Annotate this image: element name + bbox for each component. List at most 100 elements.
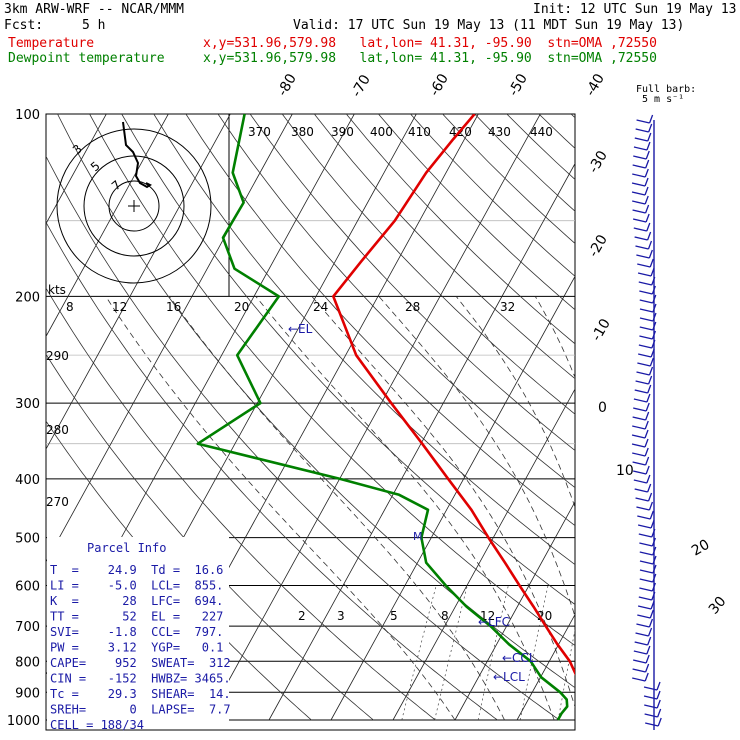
wind-barb: [639, 569, 654, 574]
isotherm-label: -70: [349, 72, 374, 100]
wind-barb: [633, 146, 648, 151]
wind-barb: [631, 434, 646, 439]
wind-barb: [643, 695, 658, 700]
wind-barb: [637, 605, 652, 610]
isotherm-line: [579, 114, 740, 720]
isentrope-label: 430: [488, 125, 511, 139]
wind-barb: [644, 704, 658, 709]
wind-barb: [637, 272, 652, 277]
wind-marker-label: M: [413, 530, 423, 543]
wind-barb: [637, 515, 651, 520]
isentrope-label: 440: [530, 125, 553, 139]
wind-barb: [639, 317, 654, 322]
parcel-annotations: ←EL ←LFC ←CCL ←LCL M: [288, 322, 536, 684]
isotherm-label: 20: [689, 537, 712, 560]
wind-barb: [636, 254, 650, 259]
wind-barb: [646, 393, 651, 403]
wind-barb: [644, 713, 658, 718]
wind-barb: [639, 578, 653, 583]
wind-barb: [638, 596, 652, 601]
mixing-ratio-label: 5: [390, 609, 398, 623]
el-label: ←EL: [288, 322, 313, 336]
wind-barb: [644, 447, 649, 457]
wind-barb: [632, 425, 646, 430]
wind-barb: [639, 335, 653, 340]
wind-barb: [645, 411, 650, 421]
isentrope-label: 290: [46, 349, 69, 363]
wind-barb: [644, 663, 650, 673]
wind-barb: [633, 407, 647, 412]
wind-barb: [646, 474, 651, 484]
wind-barb: [631, 443, 646, 448]
wind-barb: [636, 623, 650, 628]
dry-adiabat-line: [538, 114, 575, 149]
pressure-tick-label: 400: [15, 473, 40, 488]
hodograph-speed-label: 16: [166, 300, 181, 314]
barb-legend-units: 5 m s⁻¹: [642, 94, 684, 105]
isentrope-label: 390: [331, 125, 354, 139]
fcst-label: Fcst:: [4, 18, 44, 33]
parcel-info-row: TT = 52 EL = 227: [50, 610, 223, 624]
wind-barb: [644, 420, 649, 430]
wind-barb: [646, 645, 651, 655]
hodograph-ring: [108, 180, 160, 232]
dewpoint-line: [196, 114, 569, 721]
wind-barb: [649, 510, 654, 520]
wind-barb: [638, 344, 653, 349]
wind-barb: [648, 114, 654, 124]
wind-barb: [633, 227, 647, 232]
isotherm-label: 10: [616, 463, 634, 479]
isotherm-line: [268, 162, 575, 721]
wind-barb: [657, 708, 662, 718]
pressure-tick-label: 700: [15, 620, 40, 635]
wind-barb: [647, 483, 652, 493]
mixing-ratio-line: [434, 585, 468, 721]
hodograph-speed-label: 12: [112, 300, 127, 314]
wind-barb: [632, 173, 646, 178]
wind-barb: [645, 402, 650, 412]
wind-barb: [638, 533, 652, 538]
parcel-info-row: SREH= 0 LAPSE= 7.7: [50, 703, 231, 717]
isotherm-label: -40: [583, 71, 608, 99]
isotherm-line: [330, 275, 575, 721]
wind-barb: [632, 668, 646, 673]
mixing-ratio-line: [477, 585, 509, 721]
wind-barb: [635, 632, 649, 637]
wind-barb: [634, 389, 648, 394]
dry-adiabat-line: [46, 287, 436, 721]
temperature-legend-label: Temperature: [8, 36, 95, 51]
mixing-ratio-label: 2: [298, 609, 306, 623]
dry-adiabat-line: [46, 221, 498, 721]
wind-barb: [644, 456, 650, 466]
wind-barb: [645, 722, 659, 727]
wind-barb: [648, 366, 654, 376]
wind-barb: [646, 141, 651, 151]
wind-barb: [635, 380, 649, 385]
hodograph-ring: [56, 128, 212, 284]
isotherm-line: [516, 613, 575, 721]
wind-barb: [649, 609, 654, 619]
wind-barb: [632, 209, 646, 214]
wind-barb: [634, 488, 648, 493]
wind-barb: [647, 492, 653, 502]
pressure-tick-label: 900: [15, 686, 40, 701]
parcel-info-row: CAPE= 952 SWEAT= 312: [50, 656, 231, 670]
wind-barb: [649, 258, 654, 268]
wind-barbs: [631, 114, 662, 730]
wind-barb: [637, 524, 652, 529]
wind-barb: [633, 470, 647, 475]
isotherm-line: [641, 114, 740, 720]
wind-barb: [639, 326, 653, 331]
wind-barb: [634, 137, 648, 142]
isentrope-label: 280: [46, 423, 69, 437]
dry-adiabat-line: [89, 114, 575, 647]
isotherm-line: [46, 114, 107, 225]
wind-barb: [632, 461, 646, 466]
isotherm-label: -10: [589, 316, 614, 344]
wind-barb: [644, 672, 649, 682]
moist-adiabat-line: [378, 296, 575, 618]
wind-barb: [644, 177, 649, 187]
wind-barb: [632, 200, 646, 205]
wind-barb: [639, 290, 653, 295]
